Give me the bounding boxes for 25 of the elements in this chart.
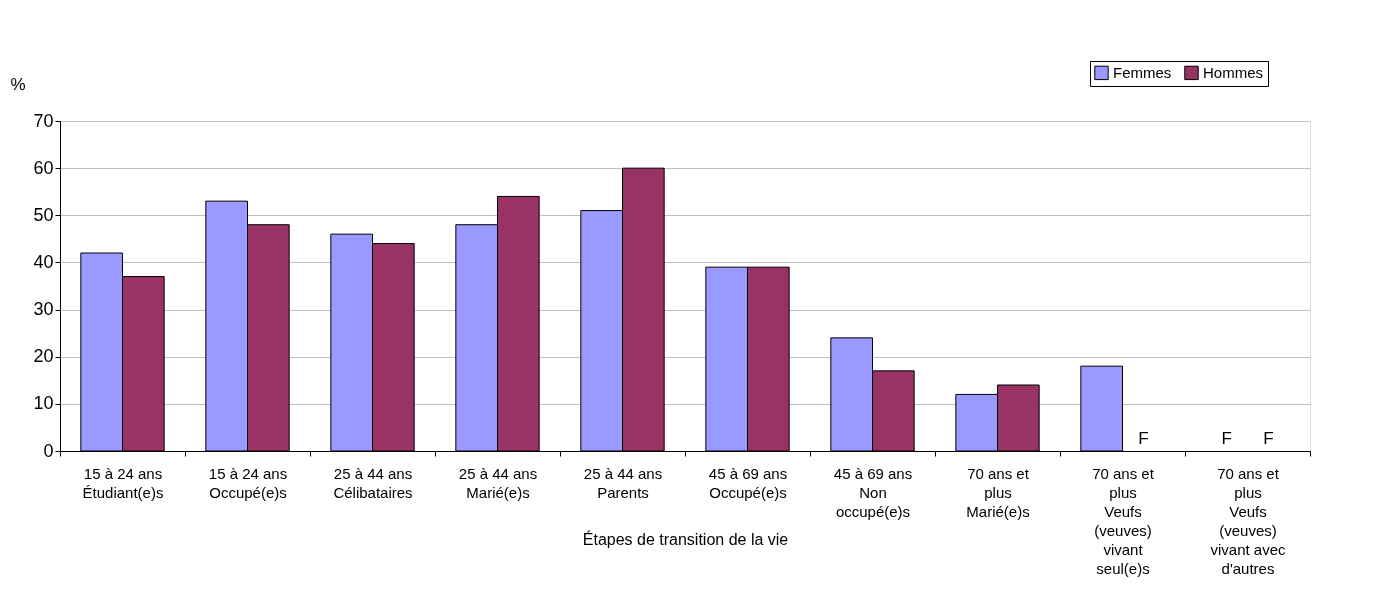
- x-tick-label: 70 ans et plus Veufs (veuves) vivant seul(e)s: [1092, 464, 1155, 577]
- y-tick-label: 30: [33, 299, 54, 320]
- legend-label: Femmes: [1113, 63, 1172, 81]
- x-tick-label: 25 à 44 ans Parents: [583, 464, 663, 501]
- x-tick-label: 45 à 69 ans Occupé(e)s: [708, 464, 788, 501]
- y-tick-label: 20: [33, 346, 54, 367]
- text: F: [1138, 429, 1149, 448]
- x-tick-label: 15 à 24 ans Étudiant(e)s: [82, 464, 164, 501]
- y-tick-label: 40: [33, 251, 54, 272]
- text: F: [1221, 429, 1232, 448]
- x-axis-title: Étapes de transition de la vie: [582, 529, 789, 548]
- x-tick-label: 70 ans et plus Marié(e)s: [966, 464, 1030, 520]
- legend-label: Hommes: [1203, 63, 1264, 81]
- x-tick-label: 45 à 69 ans Non occupé(e)s: [833, 464, 913, 520]
- y-axis-title: %: [10, 74, 26, 94]
- x-tick-label: 70 ans et plus Veufs (veuves) vivant avec d'autres: [1210, 464, 1287, 577]
- y-tick-label: 0: [43, 440, 54, 461]
- y-tick-label: 10: [33, 393, 54, 414]
- y-tick-label: 70: [33, 110, 54, 131]
- x-tick-label: 15 à 24 ans Occupé(e)s: [208, 464, 288, 501]
- y-tick-label: 50: [33, 204, 54, 225]
- y-tick-label: 60: [33, 157, 54, 178]
- x-tick-label: 25 à 44 ans Célibataires: [333, 464, 413, 501]
- text: F: [1263, 429, 1274, 448]
- x-tick-label: 25 à 44 ans Marié(e)s: [458, 464, 538, 501]
